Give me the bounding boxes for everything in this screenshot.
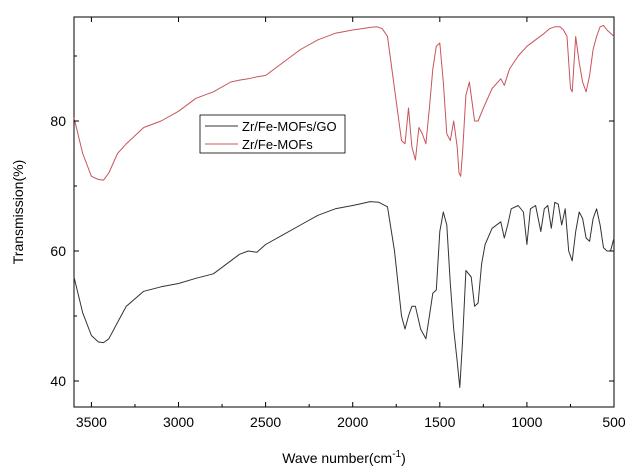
legend: Zr/Fe-MOFs/GO Zr/Fe-MOFs [199,114,346,154]
x-axis-title: Wave number(cm-1) [282,449,406,466]
series-line-zr-fe-mofs [73,24,615,181]
x-axis: 3500 3000 2500 2000 1500 1000 500 [76,17,626,430]
series-line-zr-fe-mofs-go [73,201,615,388]
plot-frame [73,16,615,408]
y-axis-title: Transmission(%) [10,160,26,265]
legend-box [199,114,346,154]
x-tick-label: 500 [602,414,626,430]
y-axis: 40 60 80 [50,55,614,389]
x-axis-title-close: ) [401,450,406,466]
x-tick-label: 2500 [250,414,281,430]
y-tick-label: 60 [50,243,66,259]
legend-label-zr-fe-mofs: Zr/Fe-MOFs [242,137,313,152]
x-tick-label: 3000 [163,414,194,430]
legend-label-zr-fe-mofs-go: Zr/Fe-MOFs/GO [242,119,337,134]
x-tick-label: 3500 [76,414,107,430]
series-layer [73,24,615,388]
y-tick-label: 40 [50,373,66,389]
plot-area-border [73,16,615,408]
y-tick-label: 80 [50,113,66,129]
x-tick-label: 1000 [511,414,542,430]
x-tick-label: 1500 [424,414,455,430]
x-axis-title-superscript: -1 [392,449,401,460]
x-tick-label: 2000 [337,414,368,430]
